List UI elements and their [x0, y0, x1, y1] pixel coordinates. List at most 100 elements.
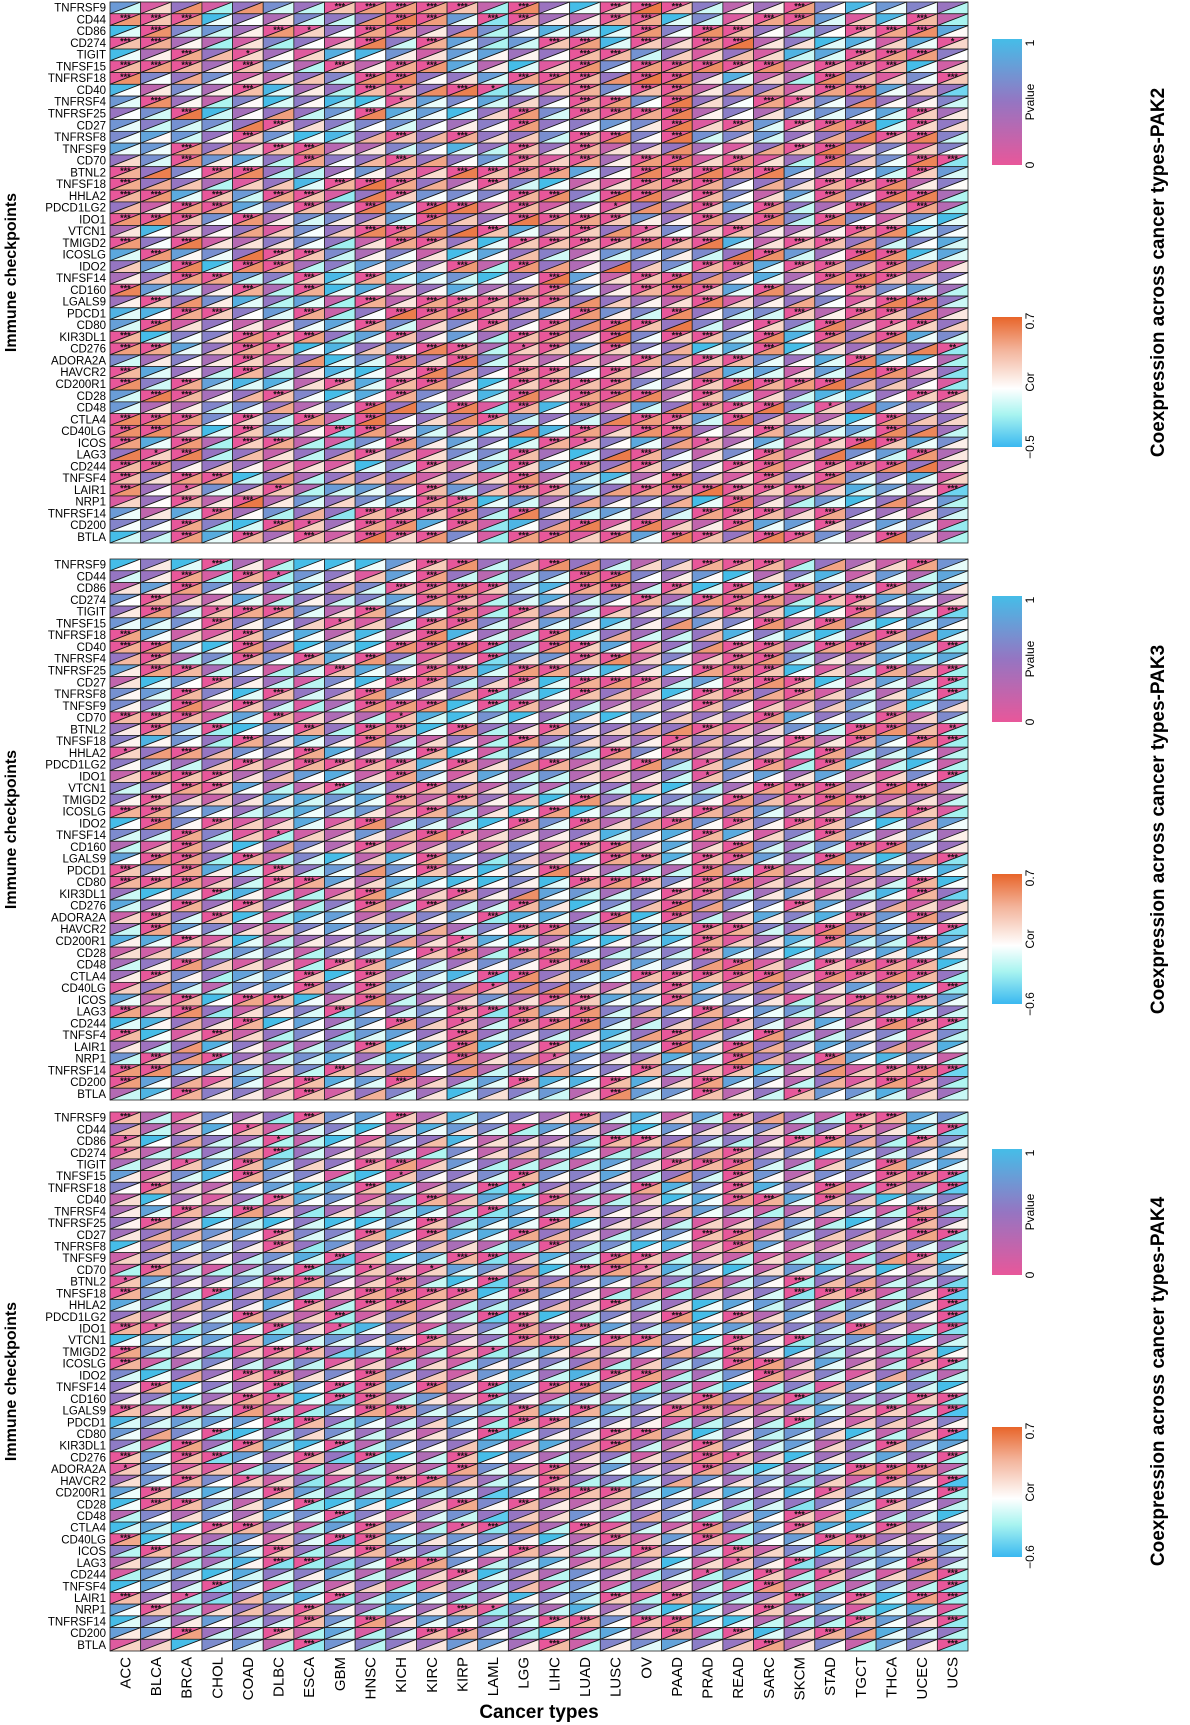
heatmap-cell: *** [876, 307, 907, 319]
heatmap-cell [355, 237, 386, 249]
significance-label: *** [426, 531, 437, 541]
heatmap-cell [355, 472, 386, 484]
heatmap-cell: *** [907, 558, 938, 570]
heatmap-cell [907, 84, 938, 96]
heatmap-cell: *** [233, 425, 264, 437]
heatmap-cell [845, 261, 876, 273]
heatmap-cell [937, 143, 968, 155]
heatmap-cell [723, 472, 754, 484]
row-label: TNFSF9 [63, 144, 106, 156]
heatmap-cell: *** [386, 307, 417, 319]
heatmap-cell: *** [171, 60, 202, 72]
significance-label: *** [181, 60, 192, 70]
heatmap-cell [355, 120, 386, 132]
heatmap-cell [294, 594, 325, 606]
significance-label: *** [457, 307, 468, 317]
significance-label: *** [917, 448, 928, 458]
row-label: TNFRSF4 [54, 97, 106, 109]
heatmap-cell [202, 594, 233, 606]
significance-label: *** [610, 378, 621, 388]
row-label: LAIR1 [74, 485, 106, 497]
significance-label: *** [917, 154, 928, 164]
heatmap-cell [937, 425, 968, 437]
heatmap-cell [478, 531, 509, 543]
row-label: TNFSF15 [56, 618, 106, 630]
heatmap-cell [845, 108, 876, 120]
heatmap-cell: *** [110, 331, 141, 343]
heatmap-cell: *** [631, 107, 662, 119]
heatmap-cell [692, 618, 723, 630]
heatmap-cell [662, 367, 693, 379]
heatmap-cell: * [754, 319, 785, 331]
heatmap-cell [355, 571, 386, 583]
heatmap-cell [631, 402, 662, 414]
heatmap-cell [876, 14, 907, 26]
heatmap-cell [508, 320, 539, 332]
heatmap-cell: *** [662, 107, 693, 119]
heatmap-cell [784, 108, 815, 120]
significance-label: *** [396, 72, 407, 82]
significance-label: *** [120, 366, 131, 376]
heatmap-cell [570, 472, 601, 484]
significance-label: *** [672, 154, 683, 164]
heatmap-cell [815, 14, 846, 26]
heatmap-cell [662, 402, 693, 414]
heatmap-cell [845, 496, 876, 508]
heatmap-cell [263, 583, 294, 595]
significance-label: *** [702, 354, 713, 364]
heatmap-cell [294, 120, 325, 132]
row-label: ICOS [78, 438, 106, 450]
heatmap-cell [294, 261, 325, 273]
significance-label: *** [825, 507, 836, 517]
heatmap-cell: *** [447, 354, 478, 366]
significance-label: *** [764, 594, 775, 604]
heatmap-cell: *** [539, 378, 570, 390]
heatmap-cell [508, 284, 539, 296]
heatmap-cell [815, 202, 846, 214]
significance-label: *** [365, 507, 376, 517]
heatmap-cell: *** [508, 213, 539, 225]
heatmap-cell [202, 496, 233, 508]
heatmap-cell [171, 461, 202, 473]
significance-label: *** [518, 119, 529, 129]
heatmap-cell [386, 425, 417, 437]
heatmap-cell: *** [937, 483, 968, 495]
heatmap-cell [478, 484, 509, 496]
heatmap-cell [662, 355, 693, 367]
heatmap-cell [233, 618, 264, 630]
heatmap-cell [355, 14, 386, 26]
significance-label: *** [549, 213, 560, 223]
heatmap-cell [355, 49, 386, 61]
heatmap-cell [202, 519, 233, 531]
heatmap-cell [692, 414, 723, 426]
significance-label: *** [120, 37, 131, 47]
heatmap-cell: *** [876, 425, 907, 437]
heatmap-cell [447, 14, 478, 26]
significance-label: *** [365, 425, 376, 435]
heatmap-cell: *** [141, 37, 172, 49]
heatmap-cell [570, 355, 601, 367]
significance-label: *** [580, 72, 591, 82]
heatmap-cell [325, 508, 356, 520]
heatmap-cell: *** [447, 495, 478, 507]
significance-label: *** [120, 413, 131, 423]
heatmap-cell [600, 143, 631, 155]
heatmap-cell: * [294, 519, 325, 531]
heatmap-cell: *** [570, 582, 601, 594]
heatmap-cell [600, 355, 631, 367]
significance-label: *** [243, 425, 254, 435]
heatmap-cell [325, 202, 356, 214]
heatmap-cell [784, 214, 815, 226]
heatmap-cell [539, 26, 570, 38]
significance-label: *** [794, 307, 805, 317]
heatmap-cell [754, 190, 785, 202]
heatmap-cell [845, 131, 876, 143]
significance-label: * [277, 342, 281, 352]
heatmap-cell: *** [692, 37, 723, 49]
heatmap-cell: *** [294, 142, 325, 154]
heatmap-cell [141, 155, 172, 167]
significance-label: *** [518, 201, 529, 211]
heatmap-cell: *** [631, 178, 662, 190]
heatmap-cell [416, 73, 447, 85]
significance-label: *** [426, 213, 437, 223]
